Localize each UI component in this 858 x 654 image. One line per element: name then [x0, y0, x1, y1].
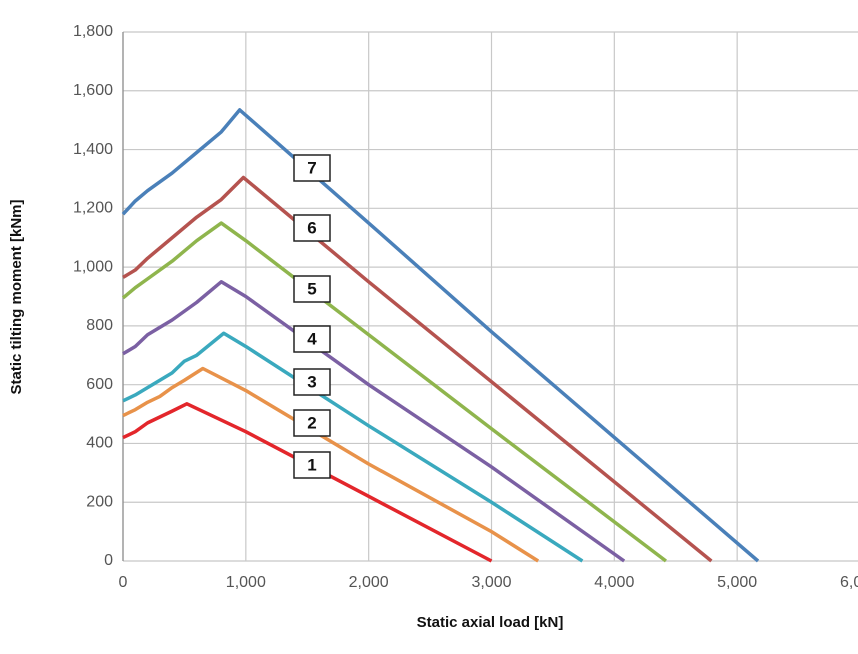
- y-tick-label: 1,000: [73, 258, 113, 275]
- series-line: [122, 331, 584, 563]
- series-label-box: [293, 325, 331, 353]
- series-line: [122, 280, 626, 563]
- series-label-box: [293, 154, 331, 182]
- y-tick-label: 200: [86, 493, 113, 510]
- series-label: 6: [307, 218, 316, 237]
- x-axis-title: Static axial load [kN]: [417, 614, 564, 631]
- series-label: 3: [307, 372, 316, 391]
- x-tick-label: 3,000: [471, 574, 511, 591]
- series-label-box: [293, 409, 331, 437]
- x-tick-label: 4,000: [594, 574, 634, 591]
- series-label: 5: [307, 279, 316, 298]
- series-label-box: [293, 368, 331, 396]
- series-label-box: [293, 214, 331, 242]
- x-tick-label: 0: [119, 574, 128, 591]
- y-axis-title: Static tilting moment [kNm]: [8, 199, 25, 394]
- x-tick-label: 1,000: [226, 574, 266, 591]
- x-tick-label: 6,000: [840, 574, 858, 591]
- y-tick-label: 400: [86, 435, 113, 452]
- y-tick-label: 0: [104, 552, 113, 569]
- series-label: 2: [307, 413, 316, 432]
- y-tick-label: 1,200: [73, 200, 113, 217]
- series-label-box: [293, 275, 331, 303]
- series-label: 7: [307, 158, 316, 177]
- y-tick-label: 800: [86, 317, 113, 334]
- x-tick-label: 5,000: [717, 574, 757, 591]
- y-tick-label: 1,400: [73, 141, 113, 158]
- y-tick-label: 1,800: [73, 23, 113, 40]
- series-line: [121, 108, 760, 563]
- series-label: 1: [307, 455, 316, 474]
- series-label-box: [293, 451, 331, 479]
- series-label: 4: [307, 329, 317, 348]
- y-tick-label: 600: [86, 376, 113, 393]
- series-line: [122, 175, 713, 563]
- series-line: [121, 221, 667, 563]
- series-line: [122, 366, 540, 563]
- x-tick-label: 2,000: [349, 574, 389, 591]
- y-tick-label: 1,600: [73, 82, 113, 99]
